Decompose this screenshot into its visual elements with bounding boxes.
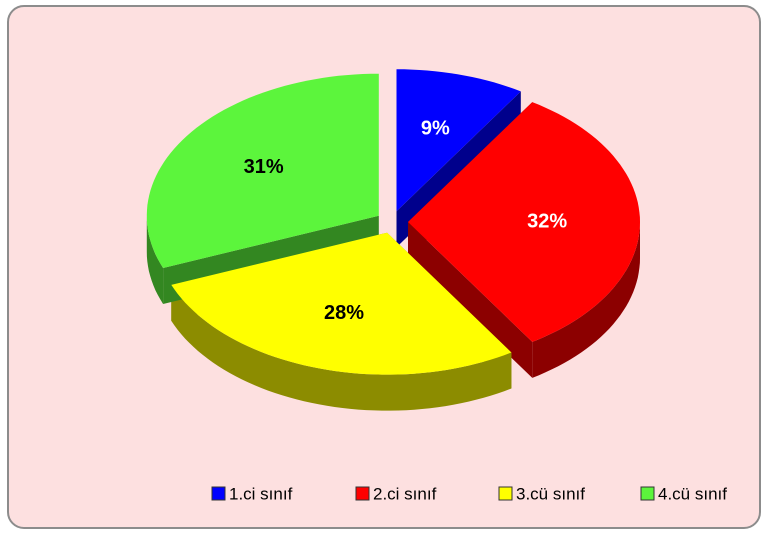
data-label: 9% xyxy=(421,118,450,140)
legend-swatch xyxy=(640,486,655,501)
pie-slice xyxy=(396,69,521,212)
legend-label: 3.cü sınıf xyxy=(516,484,585,503)
data-label: 32% xyxy=(527,210,567,232)
slice-side xyxy=(532,222,640,378)
slice-side xyxy=(146,215,164,304)
slice-side xyxy=(171,284,512,411)
slice-wall xyxy=(408,222,533,378)
pie-slice xyxy=(146,73,379,268)
data-label: 31% xyxy=(244,156,284,178)
legend-swatch xyxy=(498,486,513,501)
pie-slice xyxy=(408,102,640,342)
pie-slice xyxy=(171,232,512,375)
legend-swatch xyxy=(355,486,370,501)
legend-label: 1.ci sınıf xyxy=(229,484,293,503)
legend-swatch xyxy=(211,486,226,501)
data-label: 28% xyxy=(324,302,364,324)
legend-label: 2.ci sınıf xyxy=(373,484,437,503)
legend-label: 4.cü sınıf xyxy=(658,484,727,503)
